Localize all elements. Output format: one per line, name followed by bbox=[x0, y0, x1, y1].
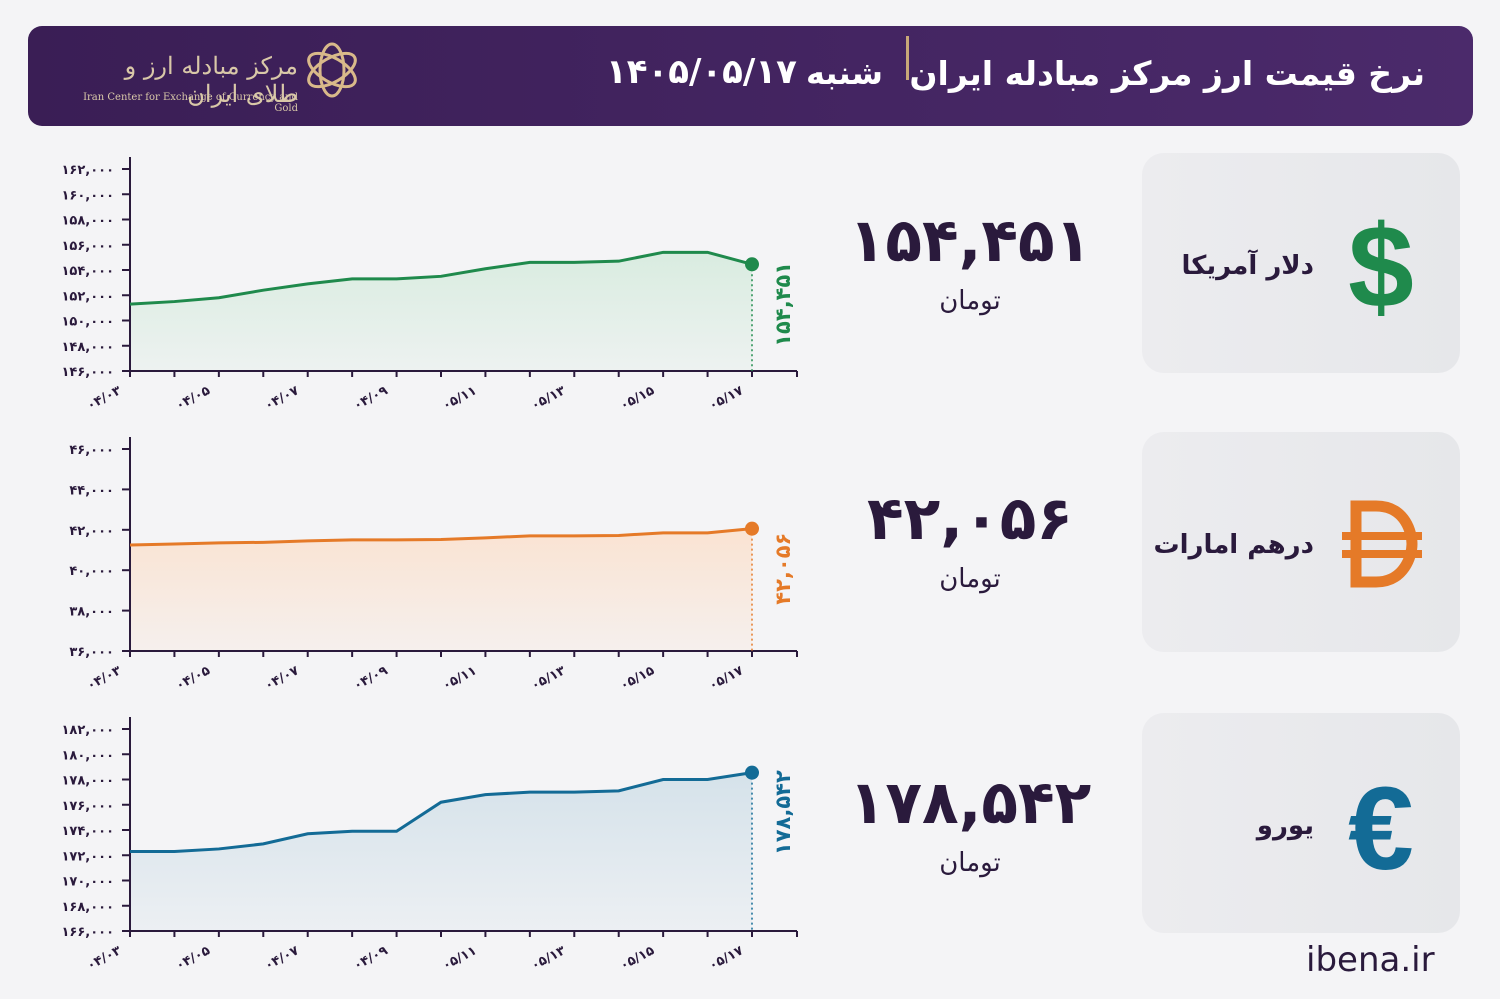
x-tick-label: ۰۵/۱۱ bbox=[440, 943, 479, 973]
y-tick-label: ۱۸۲,۰۰۰ bbox=[61, 723, 114, 738]
svg-text:€: € bbox=[1348, 765, 1414, 885]
usd-chart: ۱۴۶,۰۰۰ ۱۴۸,۰۰۰ ۱۵۰,۰۰۰ ۱۵۲,۰۰۰ ۱۵۴,۰۰۰ ۱۵۶,۰… bbox=[61, 157, 798, 414]
dirham-icon bbox=[1342, 500, 1422, 588]
last-point bbox=[745, 765, 759, 780]
price-usd: ۱۵۴,۴۵۱ bbox=[848, 206, 1092, 276]
logo-name-en: Iran Center for Exchange of Currency and… bbox=[83, 92, 298, 114]
aed-chart: ۳۶,۰۰۰ ۳۸,۰۰۰ ۴۰,۰۰۰ ۴۲,۰۰۰ ۴۴,۰۰۰ ۴۶,۰۰۰ ۰۴/۰… bbox=[69, 437, 798, 694]
y-tick-label: ۴۴,۰۰۰ bbox=[69, 483, 114, 498]
unit-usd: تومان bbox=[939, 286, 1001, 316]
x-tick-label: ۰۵/۱۱ bbox=[440, 663, 479, 693]
card-usd: دلار آمریکا $ bbox=[1142, 153, 1460, 373]
y-tick-label: ۱۵۲,۰۰۰ bbox=[61, 289, 114, 304]
last-value-label: ۱۷۸,۵۴۲ bbox=[771, 770, 795, 855]
y-tick-label: ۱۶۶,۰۰۰ bbox=[61, 925, 114, 940]
x-tick-label: ۰۵/۱۷ bbox=[707, 943, 746, 973]
x-tick-label: ۰۴/۰۷ bbox=[262, 383, 301, 413]
last-point bbox=[745, 521, 759, 536]
y-tick-label: ۳۶,۰۰۰ bbox=[69, 645, 114, 660]
area-fill bbox=[130, 772, 752, 931]
svg-text:$: $ bbox=[1348, 203, 1414, 323]
unit-eur: تومان bbox=[939, 848, 1001, 878]
x-tick-label: ۰۴/۰۹ bbox=[351, 943, 390, 973]
y-tick-label: ۱۴۸,۰۰۰ bbox=[61, 340, 114, 355]
y-tick-label: ۱۶۲,۰۰۰ bbox=[61, 163, 114, 178]
y-tick-label: ۱۶۰,۰۰۰ bbox=[61, 188, 114, 203]
eur-chart: ۱۶۶,۰۰۰ ۱۶۸,۰۰۰ ۱۷۰,۰۰۰ ۱۷۲,۰۰۰ ۱۷۴,۰۰۰ ۱۷۶,۰… bbox=[61, 717, 798, 974]
y-tick-label: ۴۲,۰۰۰ bbox=[69, 524, 114, 539]
series-line bbox=[129, 527, 753, 547]
y-tick-label: ۱۷۰,۰۰۰ bbox=[61, 875, 114, 890]
x-tick-label: ۰۵/۱۷ bbox=[707, 383, 746, 413]
x-tick-label: ۰۵/۱۳ bbox=[529, 663, 568, 693]
y-tick-label: ۱۵۶,۰۰۰ bbox=[61, 239, 114, 254]
y-tick-label: ۱۷۲,۰۰۰ bbox=[61, 849, 114, 864]
x-tick-label: ۰۴/۰۵ bbox=[173, 943, 212, 973]
header-date: ۱۴۰۵/۰۵/۱۷ bbox=[606, 52, 797, 92]
x-tick-label: ۰۵/۱۳ bbox=[529, 943, 568, 973]
x-tick-label: ۰۵/۱۱ bbox=[440, 383, 479, 413]
y-tick-label: ۱۸۰,۰۰۰ bbox=[61, 748, 114, 763]
x-tick-label: ۰۴/۰۳ bbox=[85, 383, 124, 413]
y-tick-label: ۳۸,۰۰۰ bbox=[69, 605, 114, 620]
last-value-label: ۴۲,۰۵۶ bbox=[771, 533, 795, 605]
area-fill bbox=[130, 528, 752, 651]
price-aed: ۴۲,۰۵۶ bbox=[867, 484, 1073, 554]
y-tick-label: ۱۶۸,۰۰۰ bbox=[61, 900, 114, 915]
x-tick-label: ۰۵/۱۵ bbox=[618, 943, 657, 973]
page-title: نرخ قیمت ارز مرکز مبادله ایران bbox=[909, 54, 1425, 93]
y-tick-label: ۱۵۸,۰۰۰ bbox=[61, 214, 114, 229]
x-tick-label: ۰۴/۰۳ bbox=[85, 663, 124, 693]
header-day: شنبه bbox=[806, 54, 883, 92]
x-tick-label: ۰۴/۰۳ bbox=[85, 943, 124, 973]
y-tick-label: ۱۵۴,۰۰۰ bbox=[61, 264, 114, 279]
y-tick-label: ۱۷۸,۰۰۰ bbox=[61, 774, 114, 789]
currency-name-usd: دلار آمریکا bbox=[1181, 251, 1314, 281]
currency-name-aed: درهم امارات bbox=[1153, 530, 1314, 560]
x-tick-label: ۰۴/۰۵ bbox=[173, 383, 212, 413]
x-tick-label: ۰۵/۱۵ bbox=[618, 383, 657, 413]
y-tick-label: ۱۴۶,۰۰۰ bbox=[61, 365, 114, 380]
x-tick-label: ۰۵/۱۵ bbox=[618, 663, 657, 693]
x-tick-label: ۰۵/۱۷ bbox=[707, 663, 746, 693]
y-tick-label: ۱۷۶,۰۰۰ bbox=[61, 799, 114, 814]
footer-site: ibena.ir bbox=[1306, 940, 1435, 980]
header-divider bbox=[906, 36, 909, 80]
unit-aed: تومان bbox=[939, 564, 1001, 594]
x-tick-label: ۰۴/۰۹ bbox=[351, 663, 390, 693]
y-tick-label: ۴۶,۰۰۰ bbox=[69, 443, 114, 458]
y-tick-label: ۴۰,۰۰۰ bbox=[69, 564, 114, 579]
euro-icon: € bbox=[1348, 765, 1414, 885]
x-tick-label: ۰۴/۰۷ bbox=[262, 943, 301, 973]
series-line bbox=[129, 250, 753, 306]
x-tick-label: ۰۴/۰۹ bbox=[351, 383, 390, 413]
logo-mark-icon bbox=[307, 42, 357, 98]
card-aed: درهم امارات bbox=[1142, 432, 1460, 652]
x-tick-label: ۰۴/۰۷ bbox=[262, 663, 301, 693]
currency-name-eur: یورو bbox=[1256, 811, 1314, 841]
series-line bbox=[130, 771, 753, 853]
y-tick-label: ۱۷۴,۰۰۰ bbox=[61, 824, 114, 839]
area-fill bbox=[130, 252, 752, 371]
logo-name-fa: مرکز مبادله ارز و طلای ایران bbox=[124, 52, 298, 108]
x-tick-label: ۰۴/۰۵ bbox=[173, 663, 212, 693]
x-tick-label: ۰۵/۱۳ bbox=[529, 383, 568, 413]
header-bar: نرخ قیمت ارز مرکز مبادله ایران bbox=[28, 26, 1473, 126]
last-point bbox=[745, 257, 759, 272]
logo: مرکز مبادله ارز و طلای ایران Iran Center… bbox=[68, 42, 368, 114]
price-eur: ۱۷۸,۵۴۲ bbox=[848, 768, 1092, 838]
card-eur: یورو € bbox=[1142, 713, 1460, 933]
last-value-label: ۱۵۴,۴۵۱ bbox=[771, 262, 795, 347]
y-tick-label: ۱۵۰,۰۰۰ bbox=[61, 315, 114, 330]
dollar-icon: $ bbox=[1348, 203, 1414, 323]
